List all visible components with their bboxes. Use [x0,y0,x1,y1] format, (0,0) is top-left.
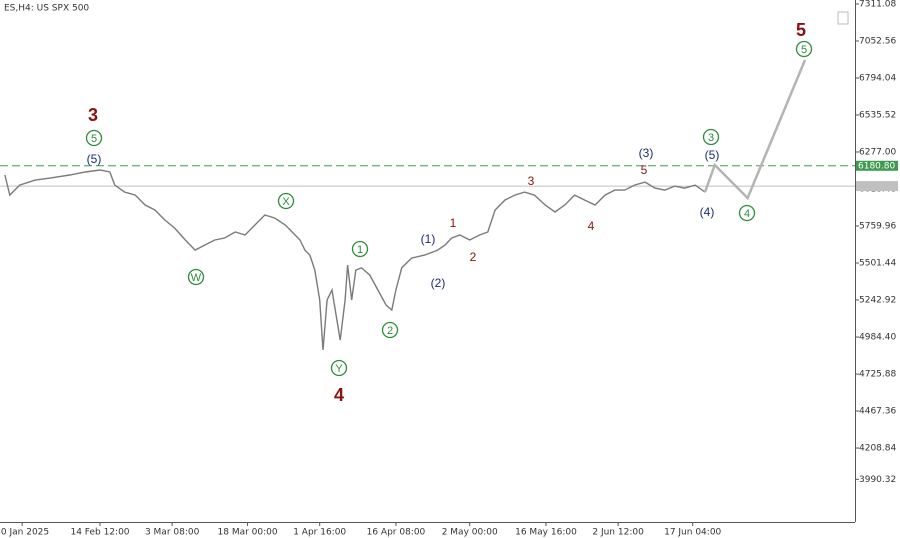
wave-label: (2) [431,276,446,290]
price-line [703,59,807,201]
y-tick-label: 6535.52 [859,111,896,121]
wave-circle [85,129,103,147]
x-tick-label: 30 Jan 2025 [0,528,49,538]
x-tick-label: 18 Mar 00:00 [218,528,278,538]
wave-circle [277,192,295,210]
y-tick-label: 7311.08 [859,0,896,9]
wave-label: 5 [91,133,97,145]
wave-label: W [191,272,202,284]
wave-circle [795,40,813,58]
wave-label: X [282,196,290,208]
wave-label: (5) [87,152,102,166]
wave-label: 4 [334,385,344,405]
wave-label: 2 [470,250,477,264]
wave-label: (4) [700,205,715,219]
x-tick-label: 2 May 00:00 [442,528,498,538]
chart-title: ES,H4: US SPX 500 [4,4,89,14]
wave-label: 4 [588,219,595,233]
x-tick-label: 16 May 16:00 [515,528,577,538]
x-tick-label: 2 Jun 12:00 [592,528,644,538]
wave-circle [381,321,399,339]
wave-label: (5) [705,148,720,162]
y-tick-label: 3990.32 [859,475,896,485]
wave-circle [702,128,720,146]
wave-label: 1 [450,216,457,230]
icon-button[interactable] [837,11,849,25]
y-tick-label: 4467.36 [859,407,896,417]
wave-label: 5 [641,163,648,177]
wave-circle [330,359,348,377]
x-tick-label: 3 Mar 08:00 [145,528,200,538]
y-tick-label: 7052.56 [859,36,896,46]
price-line [4,169,706,351]
y-tick-label: 6794.04 [859,74,896,84]
wave-label: (3) [639,146,654,160]
x-tick-label: 16 Apr 08:00 [367,528,426,538]
wave-label: Y [335,363,343,375]
y-tick-label: 4984.40 [859,333,896,343]
wave-circle [351,240,369,258]
price-level-label: 6180.80 [858,161,895,171]
y-tick-label: 5501.44 [859,259,896,269]
wave-label: 4 [744,208,750,220]
x-tick-label: 14 Feb 12:00 [70,528,129,538]
price-level-box [856,160,898,171]
price-level-box [856,181,898,192]
y-tick-label: 5759.96 [859,222,896,232]
y-tick-label: 5242.92 [859,296,896,306]
wave-label: 5 [796,20,806,40]
wave-label: 3 [708,132,714,144]
y-tick-label: 6277.00 [859,148,896,158]
wave-circle [738,204,756,222]
x-tick-label: 1 Apr 16:00 [293,528,346,538]
wave-label: 3 [88,105,98,125]
wave-label: 1 [357,244,363,256]
wave-label: (1) [421,232,436,246]
wave-circle [187,268,205,286]
x-tick-label: 17 Jun 04:00 [664,528,721,538]
wave-label: 3 [528,174,535,188]
wave-label: 2 [387,325,393,337]
y-tick-label: 4725.88 [859,370,896,380]
y-tick-label: 4208.84 [859,444,896,454]
wave-label: 5 [801,44,807,56]
